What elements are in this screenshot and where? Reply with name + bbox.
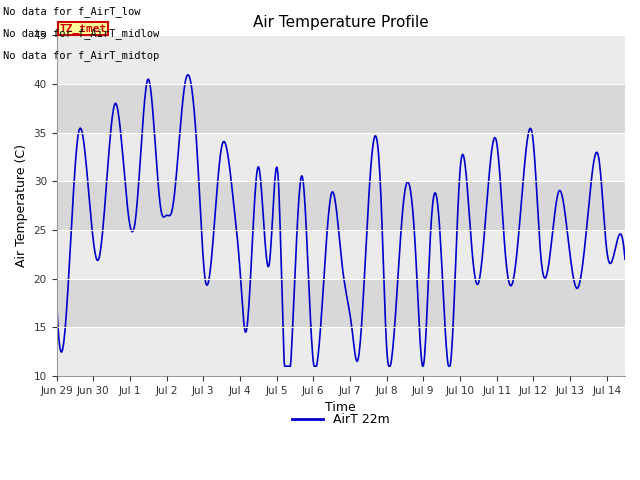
Bar <box>56 36 625 84</box>
Text: TZ_tmet: TZ_tmet <box>60 24 107 34</box>
Bar <box>56 327 625 376</box>
X-axis label: Time: Time <box>325 401 356 414</box>
Bar <box>56 84 625 132</box>
Text: No data for f_AirT_midtop: No data for f_AirT_midtop <box>3 49 159 60</box>
Bar <box>56 132 625 181</box>
Text: No data for f_AirT_low: No data for f_AirT_low <box>3 6 141 17</box>
Bar <box>56 278 625 327</box>
Y-axis label: Air Temperature (C): Air Temperature (C) <box>15 144 28 267</box>
Title: Air Temperature Profile: Air Temperature Profile <box>253 15 429 30</box>
Bar <box>56 181 625 230</box>
Text: No data for f_AirT_midlow: No data for f_AirT_midlow <box>3 28 159 39</box>
Bar <box>56 230 625 278</box>
Legend: AirT 22m: AirT 22m <box>287 408 395 431</box>
